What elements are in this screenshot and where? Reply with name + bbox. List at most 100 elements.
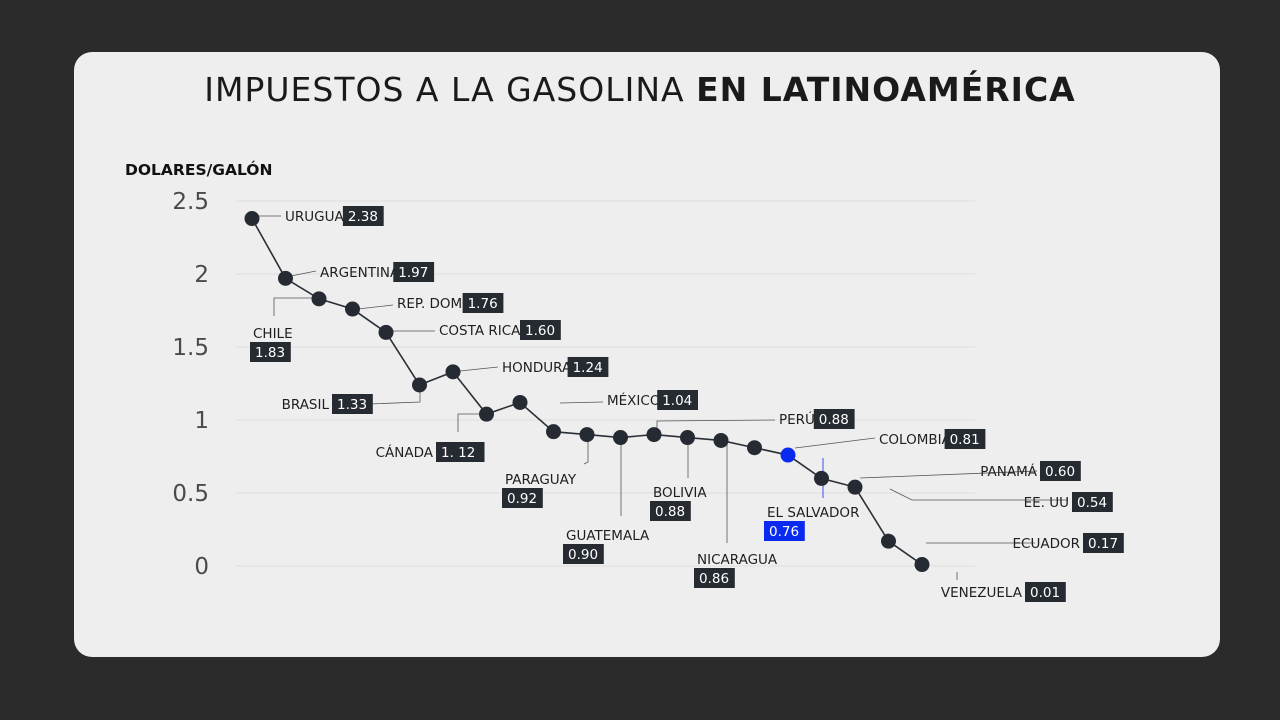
rep-dom-marker xyxy=(345,301,360,317)
brasil-country-label: BRASIL xyxy=(282,397,330,413)
nicaragua-country-label: NICARAGUA xyxy=(697,552,778,568)
mexico-value-box xyxy=(657,390,698,410)
bolivia-value-box xyxy=(650,501,691,521)
el-salvador-value-box xyxy=(764,521,805,541)
el-salvador-country-label: EL SALVADOR xyxy=(767,505,859,521)
mexico-value-label: 1.04 xyxy=(662,393,692,409)
ee-uu-value-label: 0.54 xyxy=(1077,495,1107,511)
chart-title: IMPUESTOS A LA GASOLINA EN LATINOAMÉRICA xyxy=(0,70,1280,109)
nicaragua-value-box xyxy=(694,568,735,588)
costa-rica-country-label: COSTA RICA xyxy=(439,323,521,339)
ecuador-value-box xyxy=(1083,533,1124,553)
rep-dom-value-box xyxy=(462,293,504,313)
brasil-marker xyxy=(412,377,427,393)
panama-value-label: 0.60 xyxy=(1045,464,1075,480)
chile-leader-line xyxy=(273,297,318,316)
chile-marker xyxy=(311,291,327,307)
canada-value-box xyxy=(436,442,485,462)
ee-uu-leader-line xyxy=(889,488,1068,501)
uruguay-value-label: 2.38 xyxy=(348,209,378,225)
paraguay-marker xyxy=(546,424,561,440)
uruguay-value-box xyxy=(342,206,384,226)
colombia-leader-line xyxy=(794,437,876,449)
y-tick-label: 2.5 xyxy=(172,189,209,215)
chile-country-label: CHILE xyxy=(253,326,293,342)
guatemala-value-label: 0.90 xyxy=(568,547,598,563)
paraguay-value-box xyxy=(502,488,543,508)
peru-marker xyxy=(646,427,662,443)
peru-value-label: 0.88 xyxy=(819,412,849,428)
bolivia-country-label: BOLIVIA xyxy=(653,485,707,501)
panama-value-box xyxy=(1040,461,1081,481)
chart-title-bold: EN LATINOAMÉRICA xyxy=(696,70,1076,109)
venezuela-value-label: 0.01 xyxy=(1030,585,1060,601)
costa-rica-value-label: 1.60 xyxy=(525,323,555,339)
honduras-value-box xyxy=(567,357,609,377)
honduras-value-label: 1.24 xyxy=(573,360,603,376)
mexico-marker xyxy=(512,394,528,410)
peru-value-box xyxy=(813,409,855,429)
venezuela-marker xyxy=(914,557,930,573)
chile-value-label: 1.83 xyxy=(255,345,285,361)
panama-country-label: PANAMÁ xyxy=(980,463,1037,480)
canada-value-label: 1. 12 xyxy=(441,445,475,461)
rep-dom-value-label: 1.76 xyxy=(468,296,498,312)
mexico-country-label: MÉXICO xyxy=(607,392,660,409)
guatemala-marker xyxy=(579,427,595,443)
y-tick-label: 0.5 xyxy=(172,481,209,507)
rep-dom-country-label: REP. DOM xyxy=(397,296,462,312)
canada-country-label: CÁNADA xyxy=(376,444,434,461)
paraguay-value-label: 0.92 xyxy=(507,491,537,507)
nicaragua-marker xyxy=(680,430,695,446)
colombia-country-label: COLOMBIA xyxy=(879,432,952,448)
chart-title-prefix: IMPUESTOS A LA GASOLINA xyxy=(204,70,697,109)
bolivia-value-label: 0.88 xyxy=(655,504,685,520)
argentina-leader-line xyxy=(290,270,317,277)
el-salvador-marker xyxy=(780,447,796,463)
y-tick-label: 0 xyxy=(194,554,209,580)
el-salvador-value-label: 0.76 xyxy=(769,524,799,540)
colombia-value-label: 0.81 xyxy=(950,432,980,448)
brasil-value-box xyxy=(332,394,373,414)
y-tick-label: 1 xyxy=(194,408,209,434)
peru-leader-line xyxy=(656,419,776,433)
rep-dom-leader-line xyxy=(357,304,394,310)
venezuela-value-box xyxy=(1025,582,1066,602)
costa-rica-marker xyxy=(378,324,394,340)
honduras-marker xyxy=(445,364,461,380)
nicaragua-value-label: 0.86 xyxy=(699,571,729,587)
point-14-marker xyxy=(713,432,729,448)
ee-uu-value-box xyxy=(1072,492,1113,512)
ecuador-value-label: 0.17 xyxy=(1088,536,1118,552)
chile-value-box xyxy=(250,342,291,362)
paraguay-leader-line xyxy=(583,434,589,465)
uruguay-country-label: URUGUAY xyxy=(285,209,352,225)
costa-rica-value-box xyxy=(520,320,561,340)
colombia-value-box xyxy=(944,429,986,449)
panama-marker xyxy=(814,470,829,486)
paraguay-country-label: PARAGUAY xyxy=(505,472,577,488)
mexico-leader-line xyxy=(559,401,604,404)
ecuador-marker xyxy=(881,533,896,549)
colombia-marker xyxy=(747,440,762,456)
argentina-value-box xyxy=(393,262,435,282)
brasil-value-label: 1.33 xyxy=(337,397,367,413)
panama-leader-line xyxy=(859,470,1038,479)
bolivia-marker xyxy=(613,430,628,446)
ecuador-country-label: ECUADOR xyxy=(1013,536,1080,552)
canada-marker xyxy=(479,406,494,422)
venezuela-country-label: VENEZUELA xyxy=(941,585,1023,601)
ee-uu-country-label: EE. UU xyxy=(1024,495,1069,511)
argentina-country-label: ARGENTINA xyxy=(320,265,400,281)
argentina-value-label: 1.97 xyxy=(398,265,428,281)
brasil-leader-line xyxy=(369,388,421,405)
ee-uu-marker xyxy=(847,479,863,495)
argentina-marker xyxy=(278,270,293,286)
y-axis-unit-label: DOLARES/GALÓN xyxy=(125,161,273,179)
guatemala-country-label: GUATEMALA xyxy=(566,528,650,544)
honduras-leader-line xyxy=(459,366,499,372)
y-tick-label: 2 xyxy=(194,262,209,288)
uruguay-marker xyxy=(244,211,260,227)
peru-country-label: PERÚ xyxy=(779,410,815,428)
